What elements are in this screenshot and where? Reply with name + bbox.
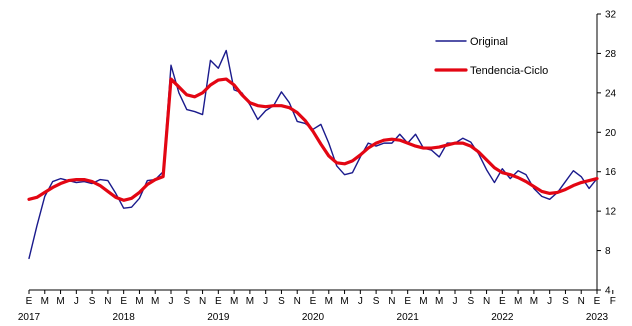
x-tick-label: N [199,296,206,307]
x-tick-label: N [578,296,585,307]
y-tick-label: 20 [605,128,617,139]
series-line-tendencia-ciclo [27,77,599,202]
x-tick-label: S [183,296,190,307]
x-tick-label: M [435,296,443,307]
y-tick-label: 12 [605,207,617,218]
x-tick-label: J [169,296,174,307]
x-tick-label: N [483,296,490,307]
x-tick-label: S [373,296,380,307]
x-tick-label: S [562,296,569,307]
x-tick-label: E [310,296,317,307]
y-tick-label: 8 [605,246,611,257]
x-year-label: 2019 [207,312,230,323]
legend-label: Tendencia-Ciclo [470,65,548,77]
x-tick-label: F [610,296,616,307]
x-year-label: 2023 [586,312,609,323]
x-year-label: 2022 [491,312,514,323]
y-tick-label: 4 [605,286,611,297]
x-tick-label: J [74,296,79,307]
x-tick-label: M [514,296,522,307]
x-tick-label: M [530,296,538,307]
x-year-label: 2018 [113,312,136,323]
x-tick-label: N [104,296,111,307]
y-axis: 4 8 12 16 20 24 28 32 [596,10,617,297]
x-tick-label: E [499,296,506,307]
x-tick-label: M [41,296,49,307]
x-tick-label: S [278,296,285,307]
x-year-label: 2017 [18,312,41,323]
y-tick-label: 16 [605,167,617,178]
x-tick-label: N [294,296,301,307]
x-year-label: 2021 [397,312,420,323]
legend-label: Original [470,36,508,48]
x-tick-label: M [419,296,427,307]
x-tick-label: M [246,296,254,307]
series-layer [27,49,599,260]
x-tick-label: J [263,296,268,307]
y-tick-label: 28 [605,49,617,60]
y-tick-label: 32 [605,10,617,21]
x-tick-label: M [151,296,159,307]
x-tick-label: N [388,296,395,307]
x-tick-label: E [594,296,601,307]
x-tick-label: E [120,296,127,307]
x-tick-label: E [26,296,33,307]
x-tick-label: J [358,296,363,307]
x-year-label: 2020 [302,312,325,323]
series-line-original [28,49,598,260]
x-tick-label: M [325,296,333,307]
x-tick-label: S [467,296,474,307]
x-tick-label: M [230,296,238,307]
x-tick-label: J [453,296,458,307]
x-tick-label: M [56,296,64,307]
x-tick-label: S [89,296,96,307]
x-tick-label: E [215,296,222,307]
y-tick-label: 24 [605,88,617,99]
x-tick-label: M [135,296,143,307]
x-axis: E M M J S N E M M J S N E M M J S N E M M J S N E M M J S N E M M J S N E F20… [18,289,616,323]
x-tick-label: J [547,296,552,307]
x-tick-label: M [340,296,348,307]
legend: Original Tendencia-Ciclo [434,36,548,77]
x-tick-label: E [404,296,411,307]
